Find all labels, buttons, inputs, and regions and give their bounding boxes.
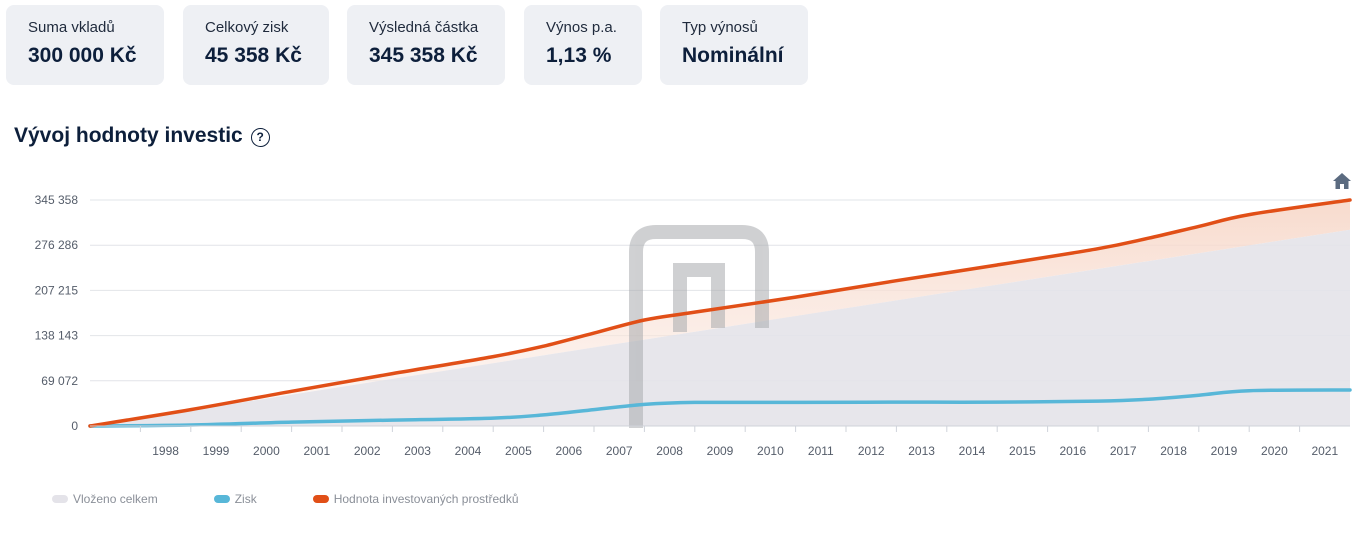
card-value: 345 358 Kč xyxy=(369,44,478,67)
x-tick-label: 2014 xyxy=(959,444,986,458)
chart-legend: Vloženo celkem Zisk Hodnota investovanýc… xyxy=(52,492,575,506)
card-value: Nominální xyxy=(682,44,784,67)
section-title-text: Vývoj hodnoty investic xyxy=(14,124,243,147)
x-tick-label: 2004 xyxy=(455,444,482,458)
card-label: Celkový zisk xyxy=(205,19,289,36)
card-deposits: Suma vkladů 300 000 Kč xyxy=(6,5,164,85)
legend-item-profit[interactable]: Zisk xyxy=(213,492,257,506)
logo-watermark xyxy=(629,225,769,428)
x-tick-label: 2020 xyxy=(1261,444,1288,458)
legend-swatch xyxy=(213,495,230,503)
x-tick-label: 2003 xyxy=(404,444,431,458)
card-yield: Výnos p.a. 1,13 % xyxy=(524,5,642,85)
y-tick-label: 0 xyxy=(71,419,78,433)
y-tick-label: 138 143 xyxy=(35,329,79,343)
chart: 0 69 072 138 143 207 215 276 286 345 358 1998 1… xyxy=(35,193,1352,458)
line-layer xyxy=(88,198,1352,428)
x-tick-label: 2006 xyxy=(555,444,582,458)
x-tick-label: 2010 xyxy=(757,444,784,458)
legend-label: Vloženo celkem xyxy=(73,492,158,506)
x-tick-label: 2011 xyxy=(808,444,834,458)
legend-label: Zisk xyxy=(234,492,257,506)
x-tick-label: 1999 xyxy=(203,444,230,458)
card-value: 45 358 Kč xyxy=(205,44,302,67)
series-line-value[interactable] xyxy=(88,198,1352,428)
y-tick-label: 345 358 xyxy=(35,193,79,207)
x-tick-label: 2009 xyxy=(707,444,734,458)
axis-layer: 0 69 072 138 143 207 215 276 286 345 358 1998 1… xyxy=(35,193,1350,458)
card-label: Výnos p.a. xyxy=(546,19,617,36)
x-tick-label: 2007 xyxy=(606,444,633,458)
x-tick-label: 2019 xyxy=(1211,444,1238,458)
x-tick-label: 2012 xyxy=(858,444,885,458)
card-final-amount: Výsledná částka 345 358 Kč xyxy=(347,5,505,85)
x-tick-label: 2001 xyxy=(303,444,330,458)
x-tick-label: 2017 xyxy=(1110,444,1137,458)
legend-swatch xyxy=(52,495,68,503)
card-value: 1,13 % xyxy=(546,44,612,67)
y-tick-label: 276 286 xyxy=(35,238,79,252)
home-icon[interactable] xyxy=(1332,172,1352,190)
x-tick-label: 2018 xyxy=(1160,444,1187,458)
legend-item-value[interactable]: Hodnota investovaných prostředků xyxy=(312,492,519,506)
series-line-profit[interactable] xyxy=(88,388,1352,428)
help-circle-icon[interactable]: ? xyxy=(250,127,270,147)
x-tick-label: 2000 xyxy=(253,444,280,458)
x-tick-label: 2015 xyxy=(1009,444,1036,458)
x-tick-label: 2021 xyxy=(1311,444,1338,458)
card-profit: Celkový zisk 45 358 Kč xyxy=(183,5,329,85)
card-label: Suma vkladů xyxy=(28,19,115,36)
card-label: Výsledná částka xyxy=(369,19,479,36)
x-tick-label: 2016 xyxy=(1059,444,1086,458)
x-tick-label: 2008 xyxy=(656,444,683,458)
y-tick-label: 207 215 xyxy=(35,283,79,297)
card-yield-type: Typ výnosů Nominální xyxy=(660,5,808,85)
legend-item-deposits[interactable]: Vloženo celkem xyxy=(52,492,158,506)
legend-label: Hodnota investovaných prostředků xyxy=(333,492,519,506)
section-title: Vývoj hodnoty investic ? xyxy=(14,124,270,148)
x-tick-label: 1998 xyxy=(152,444,179,458)
card-value: 300 000 Kč xyxy=(28,44,137,67)
x-tick-label: 2005 xyxy=(505,444,532,458)
x-tick-label: 2002 xyxy=(354,444,381,458)
x-tick-label: 2013 xyxy=(908,444,935,458)
legend-swatch xyxy=(312,495,329,503)
card-label: Typ výnosů xyxy=(682,19,758,36)
y-tick-label: 69 072 xyxy=(41,374,78,388)
